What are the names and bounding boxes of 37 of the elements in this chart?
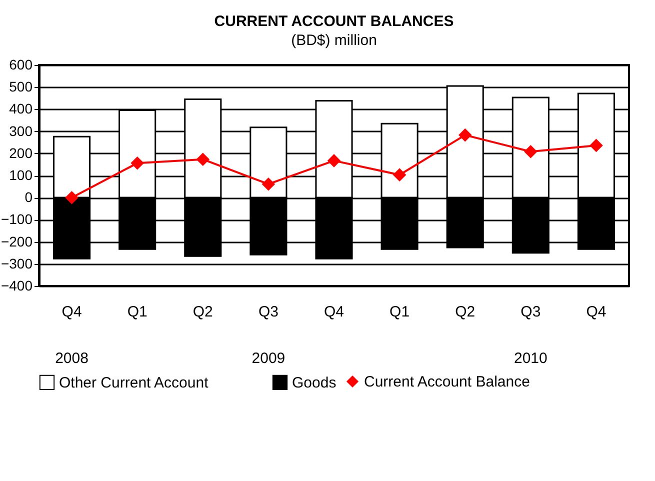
text: 2010 — [514, 350, 548, 367]
y-tick-label: 0 — [24, 189, 33, 206]
y-tick-label: −200 — [0, 233, 33, 250]
x-tick-label: Q3 — [520, 304, 541, 320]
y-tick-label: −300 — [0, 255, 33, 272]
x-tick-label: Q2 — [192, 304, 213, 320]
y-tick-label: 400 — [9, 100, 33, 117]
point — [524, 145, 537, 158]
x-tick-label: Q1 — [127, 304, 148, 320]
point — [131, 156, 144, 170]
y-tick-label: −100 — [0, 211, 33, 228]
x-tick-label: Q4 — [62, 304, 82, 320]
x-tick-label: Q2 — [455, 304, 476, 320]
text: 2009 — [252, 350, 286, 367]
x-tick-label: Q3 — [258, 304, 278, 320]
y-tick-label: −400 — [0, 278, 33, 294]
y-tick-label: 100 — [9, 167, 33, 183]
y-tick-label: 300 — [9, 122, 33, 139]
chart-title: CURRENT ACCOUNT BALANCES — [214, 13, 454, 30]
chart-subtitle: (BD$) million — [291, 32, 377, 49]
point — [262, 178, 275, 190]
legend-label: Other Current Account — [59, 374, 210, 392]
point — [393, 168, 406, 182]
y-tick-label: 600 — [9, 56, 33, 72]
point — [196, 153, 210, 166]
x-tick-label: Q4 — [586, 304, 606, 320]
y-tick-label: 200 — [9, 144, 33, 161]
y-tick-label: 500 — [9, 78, 33, 95]
point — [590, 139, 602, 152]
legend-label: Current Account Balance — [364, 374, 530, 390]
x-tick-label: Q4 — [324, 304, 344, 320]
point — [66, 191, 78, 204]
text: 2008 — [55, 350, 88, 367]
legend-label: Goods — [292, 374, 336, 392]
point — [328, 154, 340, 167]
x-tick-label: Q1 — [390, 304, 410, 320]
point — [458, 128, 472, 142]
